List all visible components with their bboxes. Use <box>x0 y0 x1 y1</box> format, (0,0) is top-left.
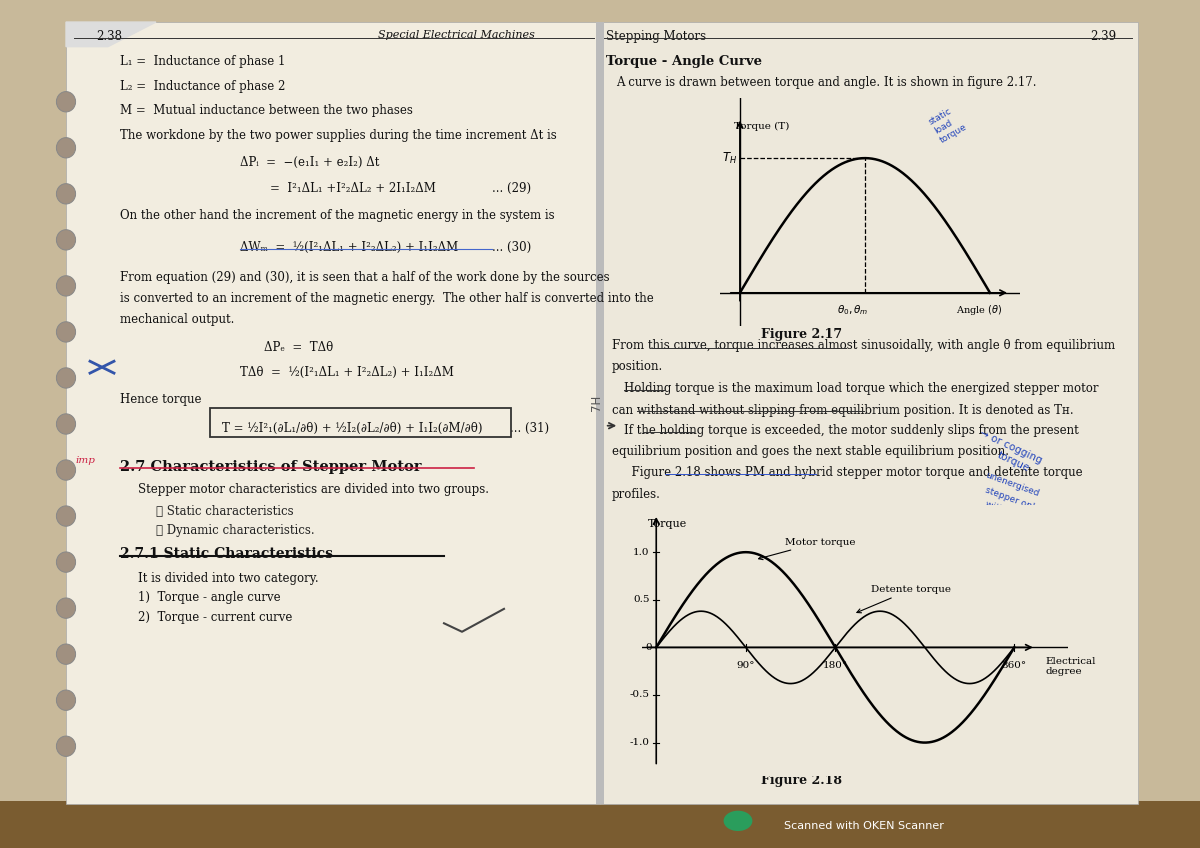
Text: From this curve, torque increases almost sinusoidally, with angle θ from equilib: From this curve, torque increases almost… <box>612 339 1115 352</box>
Ellipse shape <box>56 644 76 664</box>
Text: From equation (29) and (30), it is seen that a half of the work done by the sour: From equation (29) and (30), it is seen … <box>120 271 610 283</box>
Text: static
load
torque: static load torque <box>928 104 968 145</box>
Text: 0.5: 0.5 <box>632 595 649 605</box>
Text: -0.5: -0.5 <box>630 690 649 700</box>
Text: ... (29): ... (29) <box>492 182 532 195</box>
Ellipse shape <box>56 552 76 572</box>
Bar <box>600 22 1138 804</box>
Circle shape <box>724 811 752 831</box>
Text: → or cogging: → or cogging <box>978 428 1044 466</box>
Text: 2.7 Characteristics of Stepper Motor: 2.7 Characteristics of Stepper Motor <box>120 460 421 474</box>
Text: Figure 2.18 shows PM and hybrid stepper motor torque and detente torque: Figure 2.18 shows PM and hybrid stepper … <box>624 466 1082 479</box>
Text: Special Electrical Machines: Special Electrical Machines <box>378 30 534 40</box>
Text: $\theta_0, \theta_m$: $\theta_0, \theta_m$ <box>836 303 868 317</box>
Text: 2.39: 2.39 <box>1090 30 1116 42</box>
Text: Motor torque: Motor torque <box>758 538 856 560</box>
Text: 2.38: 2.38 <box>96 30 122 42</box>
Ellipse shape <box>56 598 76 618</box>
Ellipse shape <box>56 414 76 434</box>
Text: The workdone by the two power supplies during the time increment Δt is: The workdone by the two power supplies d… <box>120 129 557 142</box>
Ellipse shape <box>56 460 76 480</box>
Bar <box>596 22 604 804</box>
Text: A curve is drawn between torque and angle. It is shown in figure 2.17.: A curve is drawn between torque and angl… <box>616 76 1036 89</box>
Text: mechanical output.: mechanical output. <box>120 313 234 326</box>
Text: L₂ =  Inductance of phase 2: L₂ = Inductance of phase 2 <box>120 80 286 92</box>
Text: 2.7.1 Static Characteristics: 2.7.1 Static Characteristics <box>120 547 334 561</box>
Text: torque: torque <box>996 449 1031 473</box>
Ellipse shape <box>56 184 76 204</box>
Text: Hence torque: Hence torque <box>120 393 202 405</box>
Ellipse shape <box>56 321 76 342</box>
Text: ... (31): ... (31) <box>510 422 550 435</box>
Text: 7H: 7H <box>590 394 604 410</box>
Ellipse shape <box>56 690 76 711</box>
Text: is converted to an increment of the magnetic energy.  The other half is converte: is converted to an increment of the magn… <box>120 292 654 304</box>
Text: 1)  Torque - angle curve: 1) Torque - angle curve <box>138 591 281 604</box>
Text: 90°: 90° <box>737 661 755 670</box>
Text: Angle $(\theta)$: Angle $(\theta)$ <box>956 303 1002 317</box>
Text: Figure 2.18: Figure 2.18 <box>761 774 842 787</box>
Ellipse shape <box>56 137 76 158</box>
Bar <box>0 801 1200 848</box>
Text: If the holding torque is exceeded, the motor suddenly slips from the present: If the holding torque is exceeded, the m… <box>624 424 1079 437</box>
Text: without slipping: without slipping <box>984 499 1055 533</box>
Text: stepper only: stepper only <box>984 485 1040 513</box>
Text: Torque - Angle Curve: Torque - Angle Curve <box>606 55 762 68</box>
Bar <box>66 22 600 804</box>
Text: Torque: Torque <box>648 519 686 529</box>
Text: M =  Mutual inductance between the two phases: M = Mutual inductance between the two ph… <box>120 104 413 117</box>
Ellipse shape <box>56 230 76 250</box>
Text: ΔWₘ  =  ½(I²₁ΔL₁ + I²₂ΔL₂) + I₁I₂ΔM: ΔWₘ = ½(I²₁ΔL₁ + I²₂ΔL₂) + I₁I₂ΔM <box>240 241 458 254</box>
Text: 360°: 360° <box>1002 661 1027 670</box>
Text: 180°: 180° <box>823 661 848 670</box>
Text: 2)  Torque - current curve: 2) Torque - current curve <box>138 611 293 623</box>
Text: On the other hand the increment of the magnetic energy in the system is: On the other hand the increment of the m… <box>120 209 554 221</box>
Text: can withstand without slipping from equilibrium position. It is denoted as Tʜ.: can withstand without slipping from equi… <box>612 404 1074 416</box>
Ellipse shape <box>56 92 76 112</box>
Text: Torque (T): Torque (T) <box>733 122 788 131</box>
Text: position.: position. <box>612 360 664 373</box>
Text: T = ½I²₁(∂L₁/∂θ) + ½I₂(∂L₂/∂θ) + I₁I₂(∂M/∂θ): T = ½I²₁(∂L₁/∂θ) + ½I₂(∂L₂/∂θ) + I₁I₂(∂M… <box>222 422 482 435</box>
Text: unenergised: unenergised <box>984 471 1040 499</box>
Text: -1.0: -1.0 <box>630 738 649 747</box>
Text: TΔθ  =  ½(I²₁ΔL₁ + I²₂ΔL₂) + I₁I₂ΔM: TΔθ = ½(I²₁ΔL₁ + I²₂ΔL₂) + I₁I₂ΔM <box>240 366 454 379</box>
Text: Electrical
degree: Electrical degree <box>1045 657 1096 677</box>
Text: Holding torque is the maximum load torque which the energized stepper motor: Holding torque is the maximum load torqu… <box>624 382 1098 395</box>
Text: in PM & hybrid: in PM & hybrid <box>984 568 1056 578</box>
Text: 1.0: 1.0 <box>632 548 649 556</box>
Text: ✔ Dynamic characteristics.: ✔ Dynamic characteristics. <box>156 524 314 537</box>
Text: 0: 0 <box>646 643 652 652</box>
Text: ΔPᵢ  =  −(e₁I₁ + e₂I₂) Δt: ΔPᵢ = −(e₁I₁ + e₂I₂) Δt <box>240 156 379 169</box>
Text: It is divided into two category.: It is divided into two category. <box>138 572 319 584</box>
Text: Stepping Motors: Stepping Motors <box>606 30 706 42</box>
Text: imp: imp <box>76 456 96 466</box>
Text: $T_H$: $T_H$ <box>722 151 738 165</box>
Ellipse shape <box>56 368 76 388</box>
Polygon shape <box>66 22 156 47</box>
Text: ✔ Static characteristics: ✔ Static characteristics <box>156 505 294 517</box>
Text: Stepper motor characteristics are divided into two groups.: Stepper motor characteristics are divide… <box>138 483 490 496</box>
Ellipse shape <box>56 506 76 527</box>
Text: Scanned with OKEN Scanner: Scanned with OKEN Scanner <box>784 821 944 831</box>
Text: ... (30): ... (30) <box>492 241 532 254</box>
Text: equilibrium position and goes the next stable equilibrium position.: equilibrium position and goes the next s… <box>612 445 1009 458</box>
Text: ΔPₑ  =  TΔθ: ΔPₑ = TΔθ <box>264 341 334 354</box>
Text: profiles.: profiles. <box>612 488 661 500</box>
Ellipse shape <box>56 736 76 756</box>
Text: Detente torque: Detente torque <box>857 585 952 613</box>
Ellipse shape <box>56 276 76 296</box>
Text: L₁ =  Inductance of phase 1: L₁ = Inductance of phase 1 <box>120 55 286 68</box>
Text: =  I²₁ΔL₁ +I²₂ΔL₂ + 2I₁I₂ΔM: = I²₁ΔL₁ +I²₂ΔL₂ + 2I₁I₂ΔM <box>270 182 436 195</box>
Text: Figure 2.17: Figure 2.17 <box>761 328 842 341</box>
